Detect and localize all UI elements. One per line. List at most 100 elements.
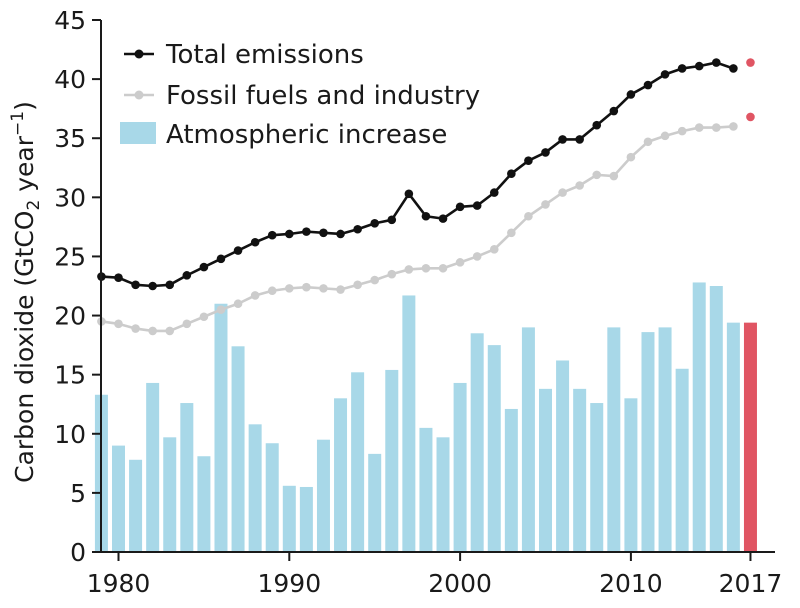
total-point-2007 — [575, 135, 584, 144]
bar-2003 — [504, 408, 518, 552]
fossil-line — [101, 125, 734, 333]
axes — [92, 19, 775, 561]
total-point-2006 — [558, 135, 567, 144]
fossil-point-1988 — [250, 291, 260, 300]
total-point-1994 — [353, 224, 362, 234]
total-point-1988 — [250, 237, 260, 247]
fossil-point-2013 — [677, 126, 687, 136]
total-point-1984 — [182, 271, 192, 280]
fossil-point-1982 — [148, 326, 157, 336]
total-point-2003 — [507, 169, 516, 178]
fossil-point-2004 — [524, 211, 533, 221]
bar-1993 — [334, 398, 348, 552]
bar-2012 — [658, 327, 672, 552]
legend-marker-fossil — [134, 90, 144, 100]
fossil-point-1990 — [285, 284, 294, 293]
y-tick-label-5: 5 — [70, 479, 86, 508]
fossil-point-2016 — [729, 122, 738, 131]
y-tick-label-40: 40 — [54, 65, 86, 94]
total-point-1990 — [285, 229, 294, 239]
legend-label-fossil: Fossil fuels and industry — [166, 81, 480, 111]
total-point-2013 — [677, 64, 687, 73]
bar-1985 — [197, 456, 211, 552]
total-point-1992 — [319, 228, 328, 238]
fossil-point-1999 — [438, 263, 448, 273]
y-tick-label-25: 25 — [54, 242, 86, 271]
fossil-point-2007 — [575, 181, 584, 190]
y-tick-label-35: 35 — [54, 124, 86, 153]
bar-projection-2017 — [743, 322, 757, 552]
total-point-1980 — [114, 273, 123, 283]
bar-2010 — [624, 398, 638, 552]
bar-2002 — [487, 345, 501, 552]
y-axis-title: Carbon dioxide (GtCO2 year−1) — [8, 101, 44, 483]
x-tick-label-2000: 2000 — [428, 569, 492, 598]
total-point-2008 — [592, 120, 602, 130]
bar-1992 — [316, 439, 330, 552]
fossil-point-1991 — [302, 282, 311, 292]
total-point-1989 — [267, 230, 277, 240]
x-tick-label-1980: 1980 — [87, 569, 151, 598]
fossil-point-1997 — [404, 265, 414, 274]
fossil-point-1989 — [267, 286, 277, 296]
bar-2004 — [521, 327, 535, 552]
total-point-2009 — [609, 106, 619, 116]
projection-markers — [746, 58, 755, 122]
bar-2000 — [453, 382, 467, 552]
bar-2011 — [641, 332, 655, 552]
fossil-point-2011 — [643, 137, 653, 147]
total-point-2012 — [660, 70, 670, 79]
total-point-1999 — [438, 214, 448, 223]
fossil-point-1998 — [421, 263, 431, 273]
bar-1987 — [231, 346, 245, 552]
bar-1990 — [282, 485, 296, 552]
fossil-point-1993 — [336, 285, 345, 294]
fossil-point-1980 — [114, 319, 123, 329]
bar-2014 — [692, 282, 706, 552]
total-point-1997 — [404, 189, 414, 199]
fossil-point-1984 — [182, 319, 192, 329]
fossil-point-2010 — [626, 152, 636, 162]
bar-2001 — [470, 333, 484, 552]
legend-label-atmospheric: Atmospheric increase — [166, 120, 447, 150]
bar-1997 — [402, 295, 416, 552]
fossil-point-2015 — [712, 123, 721, 132]
y-tick-label-15: 15 — [54, 361, 86, 390]
bar-1999 — [436, 437, 450, 552]
total-point-1991 — [302, 227, 311, 236]
fossil-point-2005 — [541, 200, 550, 209]
y-tick-labels: 0 5 10 15 20 25 30 35 40 45 — [54, 6, 86, 567]
atmospheric-increase-bars — [94, 282, 757, 552]
bar-2005 — [539, 388, 552, 552]
fossil-projection-point-2017 — [746, 112, 755, 122]
fossil-point-1987 — [233, 299, 243, 309]
fossil-point-1995 — [370, 275, 380, 285]
bar-1988 — [248, 424, 262, 552]
bar-2016 — [726, 322, 740, 552]
fossil-point-1986 — [216, 305, 226, 314]
y-tick-label-45: 45 — [54, 6, 86, 35]
legend: Total emissions Fossil fuels and industr… — [120, 40, 480, 150]
x-tick-label-2017: 2017 — [719, 569, 783, 598]
total-point-2014 — [694, 61, 704, 71]
total-point-1985 — [199, 262, 209, 272]
total-point-2002 — [489, 188, 499, 197]
total-point-2001 — [472, 201, 482, 210]
bar-2013 — [675, 368, 689, 552]
y-tick-label-10: 10 — [54, 420, 86, 449]
fossil-point-1983 — [165, 326, 175, 336]
x-tick-labels: 1980 1990 2000 2010 2017 — [87, 569, 783, 598]
bar-1995 — [368, 453, 382, 552]
fossil-point-1981 — [131, 324, 140, 333]
bar-2008 — [590, 403, 604, 552]
fossil-fuels-series — [97, 122, 738, 336]
bar-1981 — [129, 459, 143, 552]
total-point-1998 — [421, 211, 431, 221]
fossil-point-1994 — [353, 280, 362, 290]
total-point-1993 — [336, 229, 345, 239]
bar-1983 — [163, 437, 177, 552]
legend-item-total-emissions: Total emissions — [124, 40, 364, 70]
total-point-1995 — [370, 219, 380, 228]
bar-1994 — [351, 372, 365, 552]
